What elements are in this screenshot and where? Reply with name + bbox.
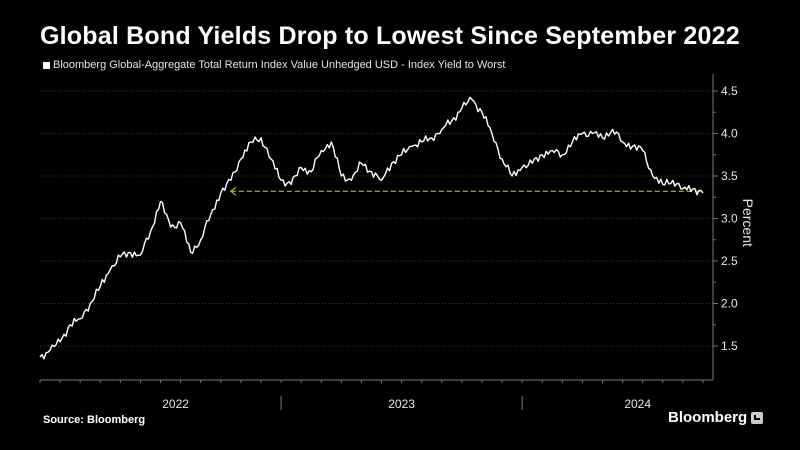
y-tick-label: 4.0 [721,127,738,141]
x-category-label: 2024 [624,397,651,411]
y-tick-label: 4.5 [721,84,738,98]
y-tick-label: 3.0 [721,212,738,226]
label-layer: 1.5 2.0 2.5 3.0 3.5 4.0 4.5 2022 2023 2024 Percent [162,84,756,411]
brand-text: Bloomberg [668,409,748,426]
reference-layer [229,186,703,196]
x-category-label: 2022 [162,397,189,411]
legend: Bloomberg Global-Aggregate Total Return … [43,59,505,71]
legend-swatch [43,61,50,69]
series-line [39,96,704,360]
brand-logo: Bloomberg [668,409,764,426]
source-label: Source: Bloomberg [43,414,146,426]
brand-terminal-icon [751,411,764,424]
legend-label: Bloomberg Global-Aggregate Total Return … [53,59,506,71]
y-tick-label: 2.0 [721,297,738,311]
x-category-label: 2023 [388,397,415,411]
grid-layer [40,90,713,347]
series-layer [39,96,704,360]
y-tick-label: 3.5 [721,169,738,183]
reference-arrow [229,186,237,196]
y-tick-label: 1.5 [721,339,738,353]
y-axis-title: Percent [740,199,756,247]
chart-title: Global Bond Yields Drop to Lowest Since … [40,22,740,50]
y-tick-label: 2.5 [721,254,738,268]
axis-layer [39,74,718,410]
